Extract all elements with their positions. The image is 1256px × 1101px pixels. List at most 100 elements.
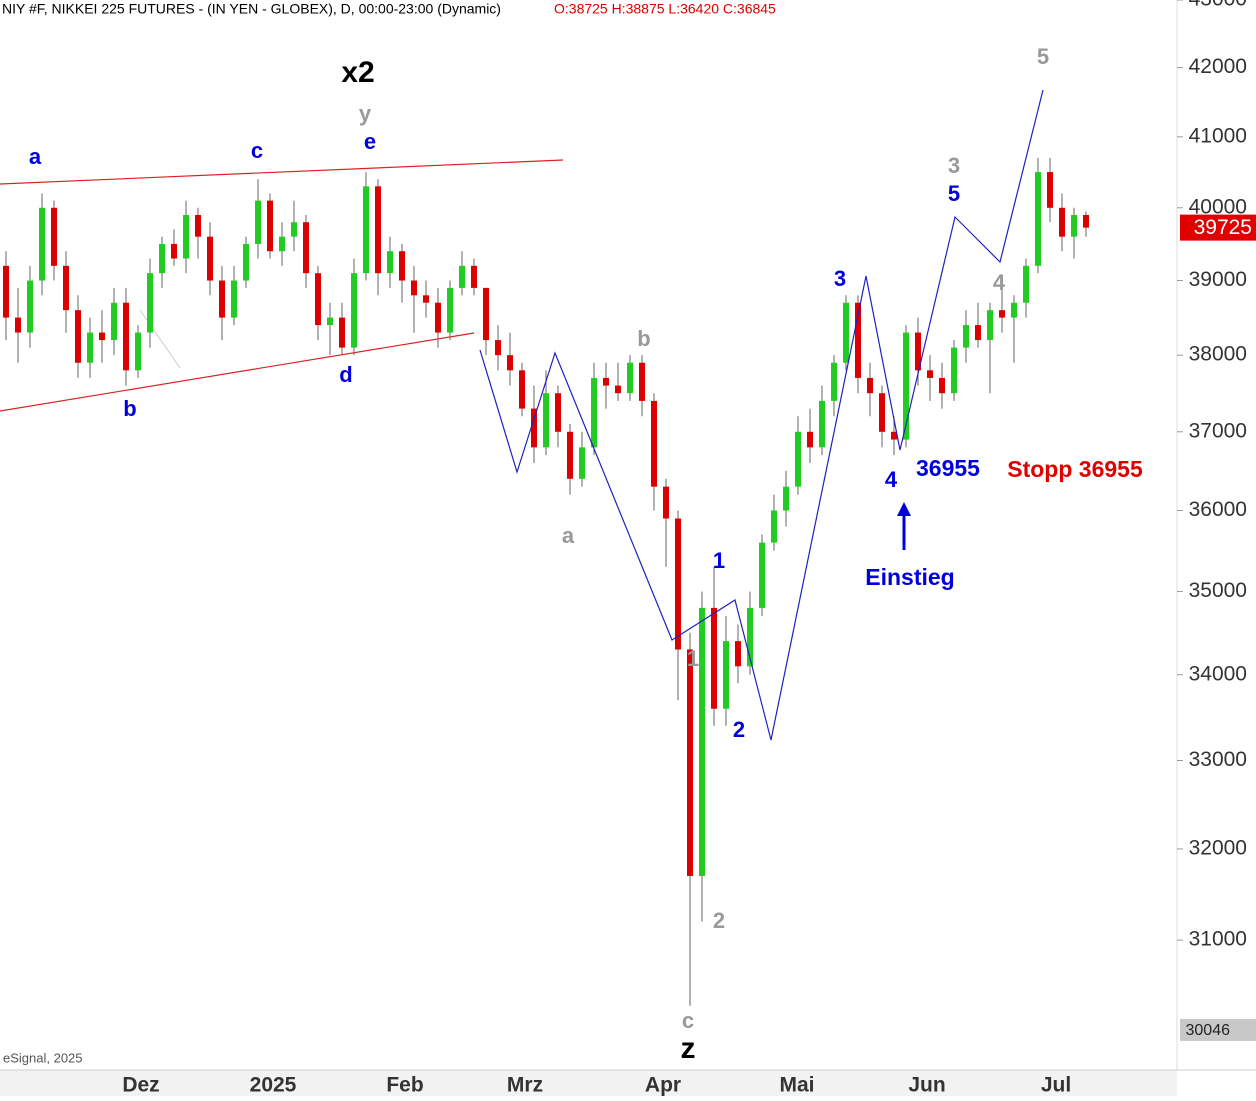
y-tick-label: 33000	[1189, 748, 1247, 771]
wave-annotation: 2	[733, 717, 745, 742]
candle-body	[567, 431, 573, 479]
low-price-label: 30046	[1186, 1022, 1231, 1039]
wave-annotation: Einstieg	[865, 564, 954, 590]
candle-body	[207, 236, 213, 281]
candle-body	[351, 273, 357, 348]
wave-annotation: d	[339, 362, 352, 387]
candle-body	[75, 310, 81, 363]
candle-body	[711, 607, 717, 709]
candle-body	[639, 362, 645, 401]
y-tick-label: 35000	[1189, 579, 1247, 602]
time-axis-panel	[0, 1070, 1177, 1096]
candle-body	[279, 236, 285, 252]
y-tick-label: 39000	[1189, 268, 1247, 291]
candles	[3, 157, 1089, 1006]
y-tick-label: 34000	[1189, 662, 1247, 685]
y-tick-label: 31000	[1189, 928, 1247, 951]
candle-body	[339, 317, 345, 348]
candle-body	[147, 273, 153, 333]
candle-body	[1059, 207, 1065, 237]
wave-annotation: y	[359, 101, 372, 126]
candle-body	[483, 287, 489, 341]
x-tick-label: Mai	[779, 1074, 814, 1096]
wave-annotation: 4	[993, 270, 1006, 295]
candle-body	[531, 408, 537, 448]
last-price-box	[1180, 214, 1256, 241]
candle-body	[675, 518, 681, 650]
candle-body	[543, 393, 549, 448]
wave-annotation: a	[29, 144, 42, 169]
wave-annotation: e	[364, 129, 376, 154]
candle-body	[975, 325, 981, 341]
candle-body	[747, 607, 753, 667]
x-tick-label: Jun	[908, 1074, 945, 1096]
y-tick-label: 38000	[1189, 343, 1247, 366]
candle-body	[387, 251, 393, 274]
candle-body	[111, 302, 117, 341]
candle-body	[423, 295, 429, 303]
wave-annotation: b	[123, 396, 136, 421]
wave-annotation: 5	[1037, 44, 1049, 69]
candle-body	[579, 447, 585, 479]
candle-body	[123, 302, 129, 371]
candle-body	[759, 542, 765, 608]
wave-annotation: z	[681, 1032, 696, 1065]
candle-body	[903, 332, 909, 440]
ohlc-text: O:38725 H:38875 L:36420 C:36845	[554, 1, 776, 17]
candle-body	[963, 325, 969, 348]
candle-body	[183, 214, 189, 259]
y-tick-label: 36000	[1189, 498, 1247, 521]
candle-body	[891, 431, 897, 440]
wave-annotation: Stopp 36955	[1007, 456, 1143, 482]
candle-body	[651, 400, 657, 487]
y-tick-label: 43000	[1189, 0, 1247, 11]
wave-annotation: b	[637, 326, 650, 351]
wave-annotation: a	[562, 523, 575, 548]
candle-body	[3, 265, 9, 318]
candle-body	[819, 400, 825, 448]
candle-body	[591, 377, 597, 448]
candle-body	[267, 200, 273, 252]
candle-body	[39, 207, 45, 281]
chart-title: NIY #F, NIKKEI 225 FUTURES - (IN YEN - G…	[2, 1, 501, 17]
wave-annotation: 2	[713, 908, 725, 933]
x-tick-label: Mrz	[507, 1074, 543, 1096]
x-tick-label: Jul	[1041, 1074, 1071, 1096]
y-tick-label: 41000	[1189, 124, 1247, 147]
candle-body	[51, 207, 57, 266]
candle-body	[795, 431, 801, 487]
candle-body	[1035, 172, 1041, 266]
candle-body	[1071, 214, 1077, 237]
candle-body	[867, 377, 873, 394]
candle-body	[735, 641, 741, 667]
candle-body	[627, 362, 633, 394]
candle-body	[855, 302, 861, 378]
candle-body	[999, 310, 1005, 318]
x-tick-label: Dez	[122, 1074, 159, 1096]
candle-body	[471, 265, 477, 288]
y-tick-label: 40000	[1189, 195, 1247, 218]
candle-body	[939, 377, 945, 394]
source: eSignal, 2025	[3, 1050, 83, 1065]
y-tick-label: 42000	[1189, 55, 1247, 78]
candle-body	[291, 222, 297, 237]
candle-body	[843, 302, 849, 363]
wedge-upper	[0, 159, 564, 185]
candle-body	[915, 332, 921, 371]
candle-body	[459, 265, 465, 288]
candle-body	[1011, 302, 1017, 318]
last-price-label: 39725	[1194, 216, 1252, 239]
candle-body	[1083, 214, 1089, 228]
candle-body	[507, 355, 513, 371]
y-tick-label: 37000	[1189, 419, 1247, 442]
candle-body	[987, 310, 993, 341]
candle-body	[243, 243, 249, 281]
candle-body	[219, 280, 225, 318]
x-tick-label: Apr	[645, 1074, 681, 1096]
candle-body	[135, 332, 141, 371]
x-tick-label: Feb	[386, 1074, 423, 1096]
wave-path	[479, 89, 1044, 741]
wave-annotation: 3	[834, 266, 846, 291]
candle-body	[375, 186, 381, 274]
